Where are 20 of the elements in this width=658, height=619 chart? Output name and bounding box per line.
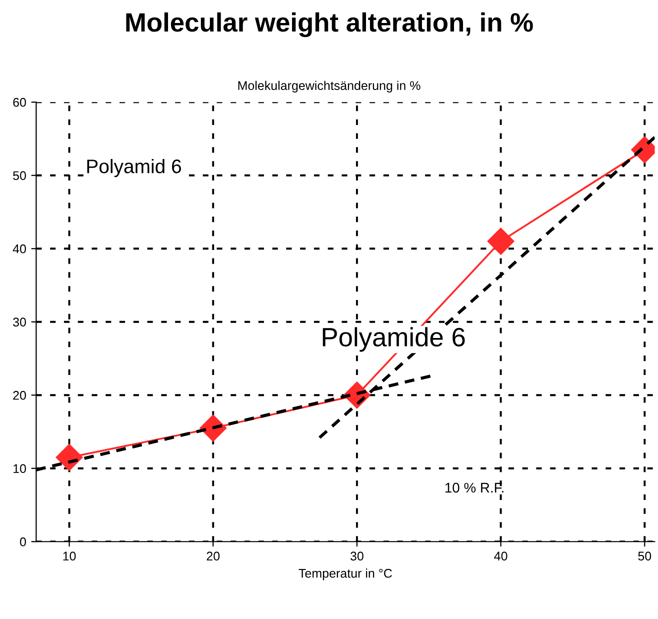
point [56,444,83,471]
y-tick-label: 10 [14,464,26,474]
chart-title: Molecular weight alteration, in % [126,12,533,38]
x-tick-label: 20 [206,552,220,561]
annotation: 10 % R.F. [445,482,504,493]
y-tick-label: 20 [13,390,26,400]
x-axis-title: Temperatur in °C [298,568,392,580]
y-tick-label: 60 [13,98,26,107]
y-tick-label: 50 [13,171,26,180]
y-tick-label: 40 [12,244,26,254]
x-tick-label: 40 [494,552,508,561]
annotation: Polyamid 6 [87,158,182,178]
chart-subtitle: Molekulargewichtsänderung in % [238,80,420,92]
x-tick-label: 50 [638,552,652,561]
y-tick-label: 0 [20,537,26,546]
annotation: Polyamide 6 [322,327,465,352]
x-tick-label: 30 [350,552,364,561]
y-tick-label: 30 [13,318,26,327]
x-tick-label: 10 [63,552,76,561]
point [487,228,514,255]
